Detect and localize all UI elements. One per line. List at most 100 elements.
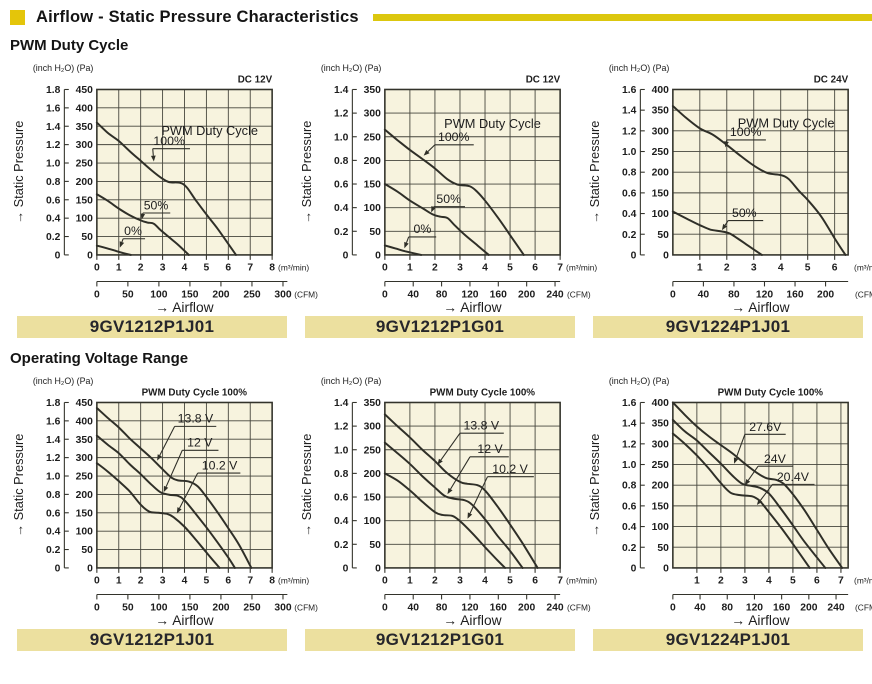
airflow-axis-label: → Airflow [731,613,789,628]
pa-tick-label: 200 [652,481,669,492]
series-curve-12V [383,441,524,569]
inch-tick-label: 0.2 [46,232,61,243]
inch-tick-label: 0.8 [46,177,61,188]
pa-tick-label: 300 [364,422,381,433]
x-tick-label: 2 [724,263,730,274]
pa-tick-label: 350 [76,435,93,446]
x-tick-label: 2 [432,263,438,274]
cfm-tick-label: 200 [518,602,535,613]
annotation-arrowhead-icon [733,457,739,464]
cfm-tick-label: 120 [746,602,763,613]
fan-curve-chart: (inch H₂O) (Pa) DC 12V 0 0.2 0.4 0.6 0.8 1.0 1.2 1… [299,63,597,315]
airflow-axis-label: → Airflow [443,300,501,315]
chart-column: (inch H₂O) (Pa) PWM Duty Cycle 100% 0 0.2 0.4… [8,369,318,651]
cfm-tick-label: 0 [94,289,100,300]
x-tick-label: 2 [432,576,438,587]
curve-annotation-label: 13.8 V [463,418,499,432]
x-tick-label: 6 [225,263,231,274]
cfm-tick-label: 40 [698,289,710,300]
annotation-arrowhead-icon [437,458,443,465]
curve-annotation-label: 12 V [187,436,213,450]
x-tick-label: 0 [382,263,388,274]
cfm-tick-label: 100 [150,289,167,300]
inch-tick-label: 0.8 [334,469,349,480]
chart-title: PWM Duty Cycle 100% [718,388,824,399]
annotation-arrowhead-icon [756,498,763,506]
cfm-tick-label: 80 [436,289,448,300]
x-tick-label: 6 [814,576,820,587]
pa-tick-label: 0 [663,563,669,574]
grid-lines [384,402,561,568]
inch-tick-label: 1.0 [622,460,637,471]
annotation-leader-line [440,432,461,461]
cfm-tick-label: 0 [382,289,388,300]
series-curve-10.2V [95,462,221,569]
cfm-tick-label: 0 [670,289,676,300]
model-number: 9GV1212P1J01 [89,630,215,649]
annotation-leader-line [121,238,124,243]
x-tick-label: 6 [532,263,538,274]
pa-tick-label: 250 [364,445,381,456]
section-heading: Operating Voltage Range [10,350,189,367]
pa-tick-label: 350 [652,106,669,117]
cfm-tick-label: 120 [756,289,773,300]
cfm-tick-label: 150 [181,602,198,613]
curve-annotation-label: 13.8 V [178,412,214,426]
series-curve-24V [671,418,827,569]
cfm-tick-label: 40 [694,602,706,613]
cfm-unit-label: (CFM) [855,289,872,299]
annotation-leader-line [469,476,489,514]
pa-tick-label: 0 [663,250,669,261]
annotation-leader-line [152,148,154,156]
annotation-arrowhead-icon [447,487,453,495]
inch-tick-label: 0.2 [622,543,637,554]
grid-lines [96,402,273,568]
pa-tick-label: 350 [76,122,93,133]
grid-lines [96,89,273,255]
pa-tick-label: 250 [652,460,669,471]
inch-tick-label: 0.4 [622,209,637,220]
annotation-leader-line [760,484,773,501]
series-curve-12V [95,434,236,569]
inch-tick-label: 0.6 [46,508,61,519]
x-tick-label: 1 [694,576,700,587]
inch-tick-label: 1.4 [46,435,61,446]
y-unit-inch-label: (inch H₂O) [609,63,650,73]
cfm-tick-label: 0 [94,602,100,613]
y-unit-pa-label: (Pa) [365,376,382,386]
airflow-axis-label: → Airflow [443,613,501,628]
cfm-tick-label: 200 [817,289,834,300]
model-label-bar: 9GV1212P1J01 [17,629,287,651]
curve-annotation-label: PWM Duty Cycle [738,116,835,131]
series-curve-27.6V [671,401,844,569]
inch-tick-label: 0.4 [46,214,61,225]
inch-tick-label: 0 [631,563,637,574]
pa-tick-label: 100 [76,527,93,538]
inch-tick-label: 0 [343,563,349,574]
curve-annotation-label: 20.4V [777,470,810,484]
pa-tick-label: 400 [652,398,669,409]
pa-tick-label: 250 [76,159,93,170]
y-unit-inch-label: (inch H₂O) [33,63,74,73]
pa-tick-label: 200 [76,490,93,501]
pa-tick-label: 400 [76,416,93,427]
x-tick-label: 3 [457,576,463,587]
annotation-arrowhead-icon [724,141,729,148]
curve-annotation-label: 0% [124,224,142,238]
plot-border [384,401,561,569]
x-unit-label: (m³/min) [566,263,597,273]
x-unit-label: (m³/min) [854,576,872,586]
inch-tick-label: 0 [343,250,349,261]
airflow-axis-label: → Airflow [731,300,789,315]
cfm-tick-label: 40 [407,602,419,613]
cfm-tick-label: 300 [274,602,291,613]
x-tick-label: 1 [697,263,703,274]
series-curve-10.2V [383,472,507,569]
annotation-leader-line [159,426,176,456]
inch-tick-label: 0 [631,250,637,261]
cfm-tick-label: 160 [490,602,507,613]
x-unit-label: (m³/min) [278,263,309,273]
y-unit-inch-label: (inch H₂O) [609,376,650,386]
inch-tick-label: 1.4 [46,122,61,133]
pa-tick-label: 300 [652,439,669,450]
